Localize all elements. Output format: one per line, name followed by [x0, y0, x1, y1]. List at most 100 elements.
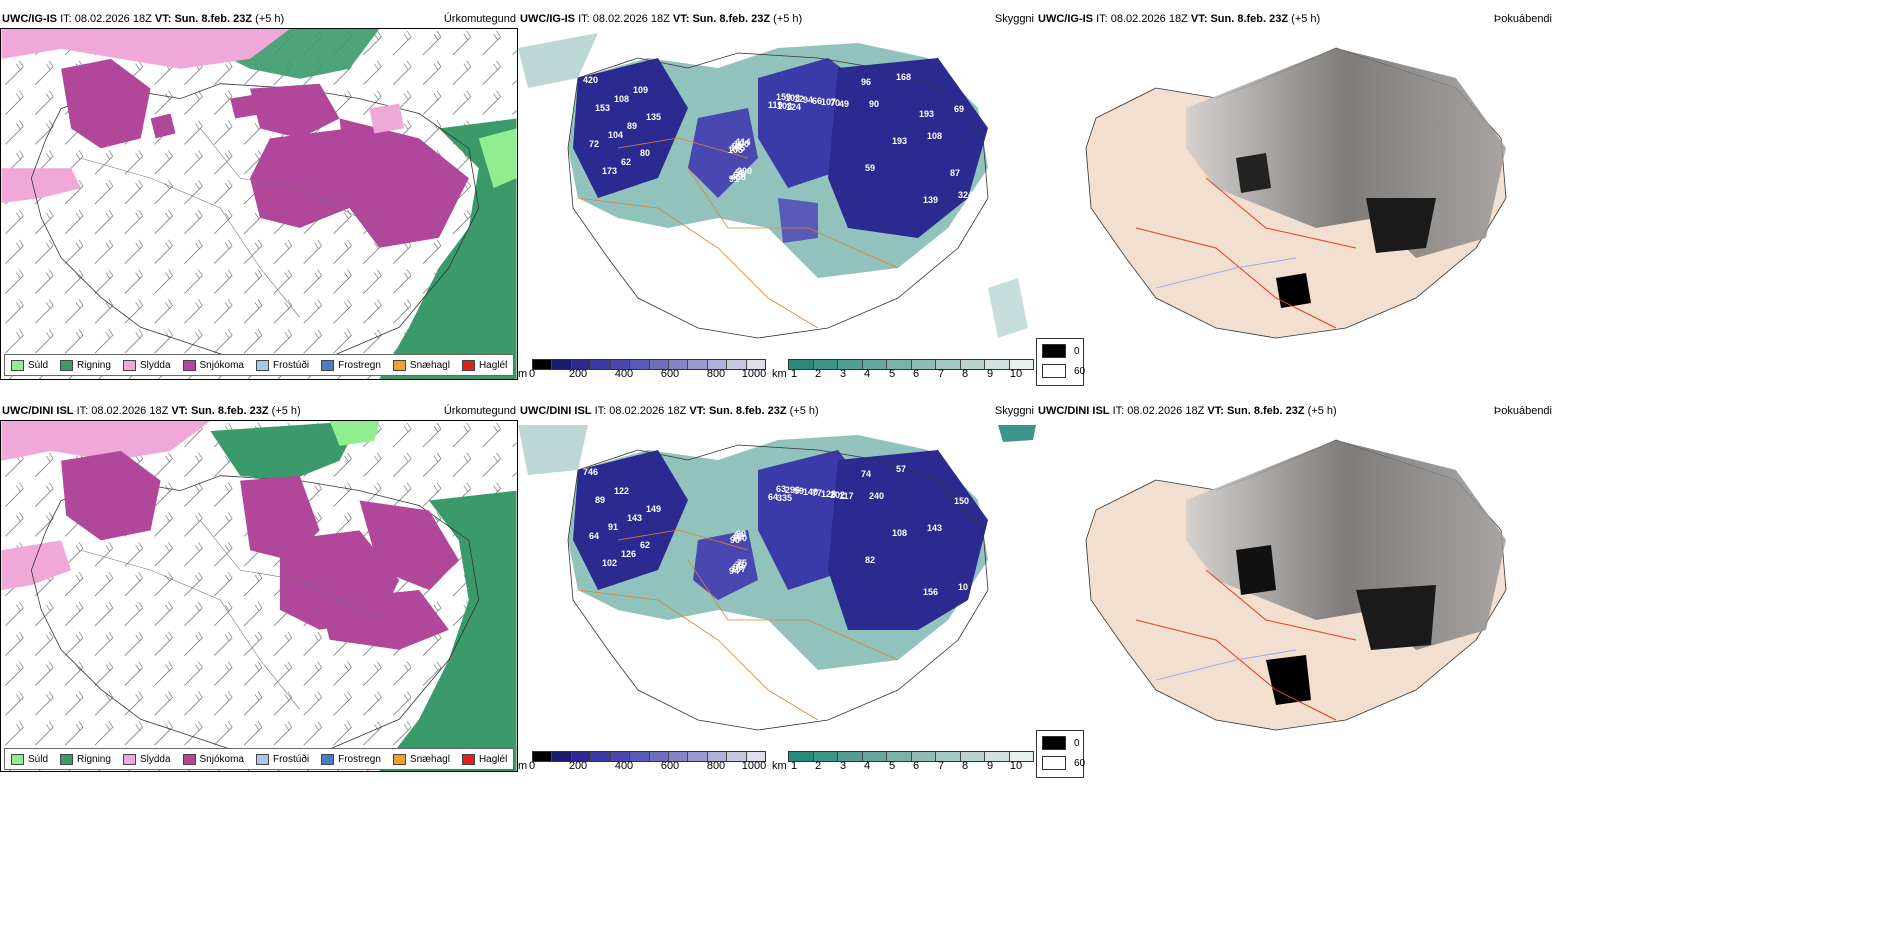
elevation-tick: 0 [528, 368, 536, 380]
variable-name: Skyggni [994, 13, 1034, 25]
elevation-colorbar-bar [532, 359, 766, 370]
visibility-map: 420 159 90 200 173 103 324 114 62 12 108 58 80 94 168 1… [518, 28, 1036, 358]
colorbar-segment [630, 752, 650, 761]
panel-header: UWC/IG-IS IT: 08.02.2026 18Z VT: Sun. 8.… [0, 10, 518, 28]
legend-item: Snæhagl [392, 359, 450, 371]
colorbar-segment [727, 752, 747, 761]
colorbar-segment [789, 360, 814, 369]
panel-visibility-bottom: UWC/DINI ISL IT: 08.02.2026 18Z VT: Sun.… [518, 402, 1036, 774]
fog-map [1036, 420, 1554, 750]
snow-depth-label: 90 [869, 99, 879, 109]
colorbar-segment [649, 360, 669, 369]
elevation-tick: 600 [660, 760, 680, 772]
snow-depth-label: 140 [803, 487, 818, 497]
legend-swatch [461, 753, 475, 765]
snow-depth-label: 94 [803, 95, 813, 105]
visibility-unit: km [772, 368, 787, 380]
panel-precip-type-top: UWC/IG-IS IT: 08.02.2026 18Z VT: Sun. 8.… [0, 10, 518, 380]
snow-depth-label: 122 [614, 486, 629, 496]
snow-depth-label: 74 [861, 469, 871, 479]
panel-title: UWC/DINI ISL IT: 08.02.2026 18Z VT: Sun.… [2, 405, 301, 417]
snow-depth-label: 143 [927, 523, 942, 533]
legend-item: Haglél [461, 753, 507, 765]
snow-depth-label: 89 [595, 495, 605, 505]
visibility-tick: 3 [839, 368, 847, 380]
snow-depth-label: 91 [729, 174, 739, 184]
fog-legend-row: 0 [1042, 736, 1080, 750]
snow-depth-label: 109 [633, 85, 648, 95]
colorbar-segment [707, 360, 728, 369]
visibility-tick: 10 [1009, 760, 1023, 772]
snow-depth-label: 62 [640, 540, 650, 550]
snow-depth-label: 94 [729, 566, 739, 576]
snow-depth-label: 468 [731, 172, 746, 182]
colorbar-segment [668, 752, 689, 761]
snow-depth-label: 193 [892, 136, 907, 146]
snow-depth-labels: 746 63 240 75 102 296 10 80 126 59 143 71 62 140 57 92 6… [583, 464, 969, 597]
panel-header: UWC/IG-IS IT: 08.02.2026 18Z VT: Sun. 8.… [518, 10, 1036, 28]
visibility-tick: 10 [1009, 368, 1023, 380]
elevation-tick: 800 [706, 368, 726, 380]
snow-depth-label: 200 [737, 166, 752, 176]
elevation-colorbar-bar [532, 751, 766, 762]
colorbar-segment [649, 752, 669, 761]
colorbar-segment [552, 360, 572, 369]
snow-depth-label: 80 [736, 529, 746, 539]
legend-swatch [321, 359, 335, 371]
colorbar-segment [813, 360, 838, 369]
visibility-tick: 4 [863, 368, 871, 380]
visibility-colorbar-bar [788, 751, 1034, 762]
visibility-tick: 3 [839, 760, 847, 772]
legend-swatch [11, 359, 24, 371]
elevation-tick: 400 [614, 368, 634, 380]
visibility-tick: 2 [814, 368, 822, 380]
visibility-tick: 6 [912, 368, 920, 380]
snow-depth-label: 62 [621, 157, 631, 167]
colorbar-segment [707, 752, 728, 761]
colorbar-segment [746, 360, 766, 369]
legend-item: Snjókoma [182, 753, 244, 765]
snow-depth-label: 10 [958, 582, 968, 592]
panel-header: UWC/IG-IS IT: 08.02.2026 18Z VT: Sun. 8.… [1036, 10, 1554, 28]
visibility-tick: 4 [863, 760, 871, 772]
elevation-unit: m [518, 368, 528, 380]
snow-depth-label: 240 [869, 491, 884, 501]
colorbar-segment [533, 360, 553, 369]
colorbar-segment [610, 360, 631, 369]
elevation-tick: 200 [568, 760, 588, 772]
colorbar-segment [887, 752, 912, 761]
snow-depth-label: 202 [830, 490, 845, 500]
legend-swatch [60, 359, 74, 371]
snow-depth-label: 296 [785, 485, 800, 495]
snow-depth-label: 143 [627, 513, 642, 523]
snow-depth-label: 165 [730, 143, 745, 153]
snow-depth-label: 149 [646, 504, 661, 514]
colorbar-segment [862, 360, 887, 369]
colorbar-segment [862, 752, 887, 761]
variable-name: Þokuábendi [1493, 13, 1552, 25]
legend-item: Frostregn [321, 359, 381, 371]
snow-depth-label: 117 [839, 491, 854, 501]
panel-header: UWC/DINI ISL IT: 08.02.2026 18Z VT: Sun.… [518, 402, 1036, 420]
panel-title: UWC/IG-IS IT: 08.02.2026 18Z VT: Sun. 8.… [1038, 13, 1321, 25]
colorbar-segment [960, 752, 985, 761]
legend-swatch [60, 753, 74, 765]
snow-depth-label: 63 [776, 484, 786, 494]
snow-depth-label: 66 [812, 96, 822, 106]
visibility-colorbar-bar [788, 359, 1034, 370]
snow-depth-label: 108 [892, 528, 907, 538]
colorbar-segment [936, 360, 961, 369]
legend-item: Rigning [60, 753, 111, 765]
visibility-tick: 2 [814, 760, 822, 772]
precip-map [0, 420, 518, 772]
visibility-tick: 5 [888, 760, 896, 772]
visibility-tick: 6 [912, 760, 920, 772]
fog-legend-row: 0 [1042, 344, 1080, 358]
legend-item: Haglél [461, 359, 507, 371]
fog-legend-row: 60 [1042, 756, 1085, 770]
snow-depth-label: 159 [776, 92, 791, 102]
fog-swatch-light [1042, 756, 1066, 770]
elevation-tick: 200 [568, 368, 588, 380]
colorbar-segment [688, 752, 708, 761]
snow-depth-label: 60 [733, 170, 743, 180]
